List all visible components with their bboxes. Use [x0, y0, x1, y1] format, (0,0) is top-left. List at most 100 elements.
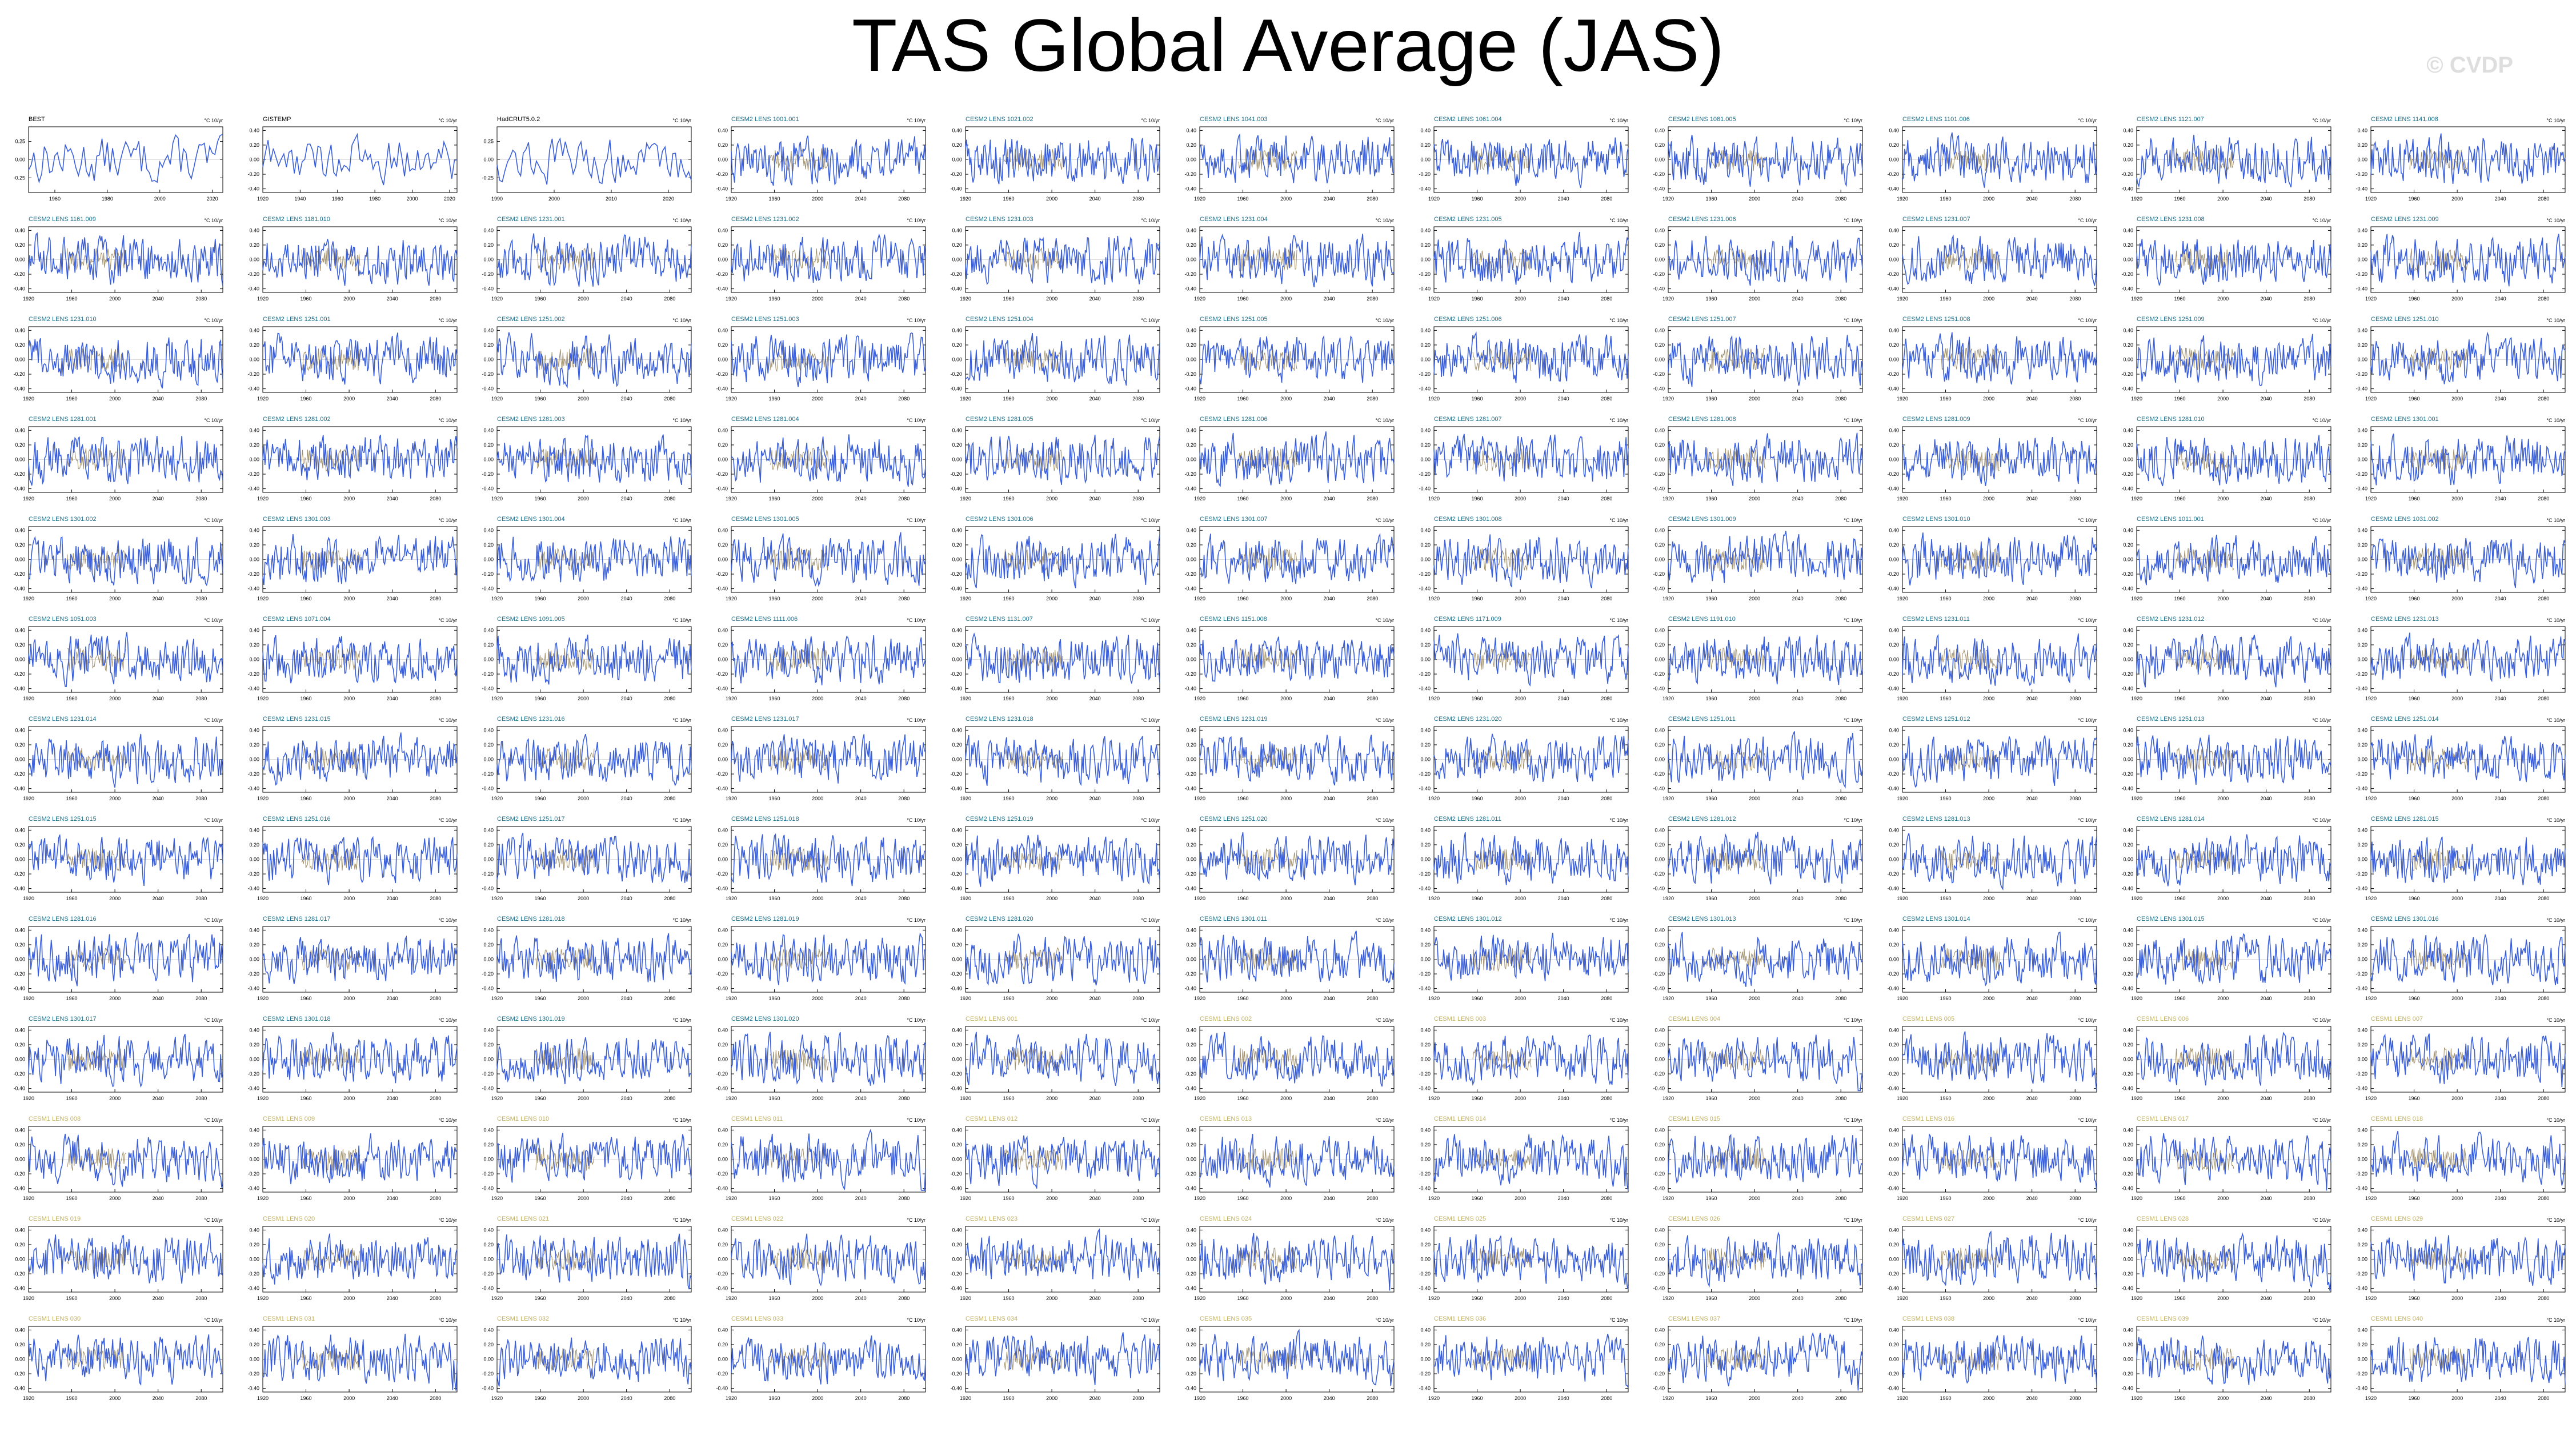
- x-tick-label: 2080: [898, 996, 910, 1001]
- x-tick-label: 2080: [2069, 696, 2081, 701]
- panel-units: °C 10/yr: [204, 1317, 223, 1323]
- x-tick-label: 2080: [2303, 796, 2315, 801]
- y-tick-label: -0.40: [716, 586, 728, 592]
- x-tick-label: 2080: [898, 196, 910, 202]
- y-tick-label: 0.20: [1420, 1342, 1431, 1347]
- y-tick-label: 0.00: [483, 157, 494, 163]
- y-tick-label: 0.40: [15, 1227, 25, 1233]
- y-tick-label: -0.20: [13, 1271, 25, 1277]
- panel: CESM1 LENS 029 °C 10/yr-0.40-0.200.000.20…: [2355, 1216, 2566, 1301]
- y-tick-label: 0.20: [1654, 442, 1665, 448]
- x-tick-label: 2080: [1132, 1096, 1144, 1101]
- panel-title: CESM1 LENS 039: [2137, 1315, 2189, 1322]
- panel: CESM2 LENS 1301.019 °C 10/yr-0.40-0.200.0…: [482, 1016, 692, 1101]
- x-tick-label: 2000: [1515, 296, 1526, 302]
- x-tick-label: 2000: [343, 1295, 355, 1301]
- x-tick-label: 2040: [2026, 196, 2038, 202]
- y-tick-label: -0.40: [950, 1186, 962, 1192]
- y-tick-label: -0.40: [13, 486, 25, 492]
- y-tick-label: -0.40: [1419, 1186, 1431, 1192]
- obs-overlay-line: [1004, 1346, 1063, 1371]
- y-tick-label: -0.40: [950, 286, 962, 292]
- y-tick-label: 0.00: [952, 157, 962, 163]
- x-tick-label: 2080: [2303, 196, 2315, 202]
- y-tick-label: 0.20: [1889, 742, 1899, 748]
- series-line: [28, 436, 223, 486]
- y-tick-label: 0.00: [483, 757, 494, 763]
- x-tick-label: 1960: [2174, 1395, 2186, 1401]
- x-tick-label: 2080: [1132, 696, 1144, 701]
- panel-units: °C 10/yr: [907, 1117, 926, 1123]
- y-tick-label: 0.40: [2123, 427, 2133, 433]
- y-tick-label: 0.20: [1420, 1042, 1431, 1048]
- y-tick-label: 0.00: [2123, 1057, 2133, 1062]
- x-tick-label: 2040: [1324, 1096, 1335, 1101]
- y-tick-label: 0.00: [2357, 857, 2367, 863]
- y-tick-label: -0.40: [2121, 586, 2133, 592]
- x-tick-label: 2000: [343, 296, 355, 302]
- x-tick-label: 2080: [1601, 696, 1612, 701]
- y-tick-label: 0.20: [952, 442, 962, 448]
- x-tick-label: 1920: [491, 496, 503, 502]
- y-tick-label: 0.40: [483, 1227, 494, 1233]
- series-line: [2136, 1335, 2331, 1385]
- x-tick-label: 1960: [535, 396, 546, 402]
- x-tick-label: 2080: [2069, 396, 2081, 402]
- panel-units: °C 10/yr: [1141, 1117, 1160, 1123]
- series-line: [1433, 434, 1629, 482]
- x-tick-label: 2080: [2538, 196, 2549, 202]
- x-tick-label: 2040: [153, 796, 164, 801]
- y-tick-label: 0.00: [15, 157, 25, 163]
- x-tick-label: 2000: [154, 196, 166, 202]
- x-tick-label: 2040: [153, 496, 164, 502]
- x-tick-label: 2000: [812, 1096, 823, 1101]
- panel: CESM1 LENS 026 °C 10/yr-0.40-0.200.000.20…: [1653, 1216, 1863, 1301]
- y-tick-label: 0.20: [15, 242, 25, 248]
- x-tick-label: 2040: [621, 696, 632, 701]
- y-tick-label: 0.20: [952, 1142, 962, 1148]
- x-tick-label: 2080: [2069, 296, 2081, 302]
- x-tick-label: 1920: [2365, 1196, 2377, 1201]
- x-tick-label: 2000: [1749, 396, 1760, 402]
- y-tick-label: 0.00: [952, 1257, 962, 1262]
- y-tick-label: -0.20: [2121, 1071, 2133, 1077]
- panel-units: °C 10/yr: [1141, 1017, 1160, 1023]
- y-tick-label: 0.20: [249, 1042, 259, 1048]
- y-tick-label: -0.20: [482, 471, 494, 477]
- x-tick-label: 2080: [1601, 1395, 1612, 1401]
- panel-units: °C 10/yr: [438, 717, 457, 723]
- series-line: [496, 933, 692, 982]
- x-tick-label: 2040: [1089, 1196, 1101, 1201]
- series-line: [28, 835, 223, 887]
- panel: CESM2 LENS 1231.004 °C 10/yr-0.40-0.200.0…: [1184, 216, 1395, 302]
- y-tick-label: 0.20: [2123, 1342, 2133, 1347]
- x-tick-label: 1920: [2365, 696, 2377, 701]
- y-tick-label: 0.00: [952, 357, 962, 363]
- panel-units: °C 10/yr: [2078, 218, 2097, 223]
- x-tick-label: 2080: [195, 596, 207, 601]
- panel: CESM2 LENS 1301.015 °C 10/yr-0.40-0.200.0…: [2121, 916, 2331, 1001]
- x-tick-label: 2080: [2538, 996, 2549, 1001]
- x-tick-label: 1920: [1662, 1096, 1674, 1101]
- panel-units: °C 10/yr: [1375, 118, 1394, 123]
- panel-units: °C 10/yr: [1141, 717, 1160, 723]
- y-tick-label: 0.20: [1186, 1042, 1196, 1048]
- x-tick-label: 2080: [2303, 1395, 2315, 1401]
- y-tick-label: 0.00: [483, 557, 494, 563]
- x-tick-label: 1960: [2174, 1096, 2186, 1101]
- y-tick-label: 0.20: [2123, 442, 2133, 448]
- panel-units: °C 10/yr: [2312, 1217, 2331, 1223]
- y-tick-label: 0.00: [1186, 257, 1196, 263]
- x-tick-label: 1960: [1706, 396, 1717, 402]
- panel-units: °C 10/yr: [2546, 1317, 2565, 1323]
- x-tick-label: 2000: [2451, 396, 2463, 402]
- y-tick-label: 0.00: [952, 1357, 962, 1362]
- x-tick-label: 2080: [2303, 396, 2315, 402]
- x-tick-label: 1960: [1940, 496, 1952, 502]
- y-tick-label: 0.20: [2123, 642, 2133, 648]
- panel: CESM2 LENS 1231.002 °C 10/yr-0.40-0.200.0…: [716, 216, 926, 302]
- y-tick-label: 0.00: [952, 957, 962, 962]
- y-tick-label: 0.20: [249, 1142, 259, 1148]
- panel: CESM2 LENS 1281.016 °C 10/yr-0.40-0.200.0…: [13, 916, 223, 1001]
- y-tick-label: 0.40: [483, 927, 494, 933]
